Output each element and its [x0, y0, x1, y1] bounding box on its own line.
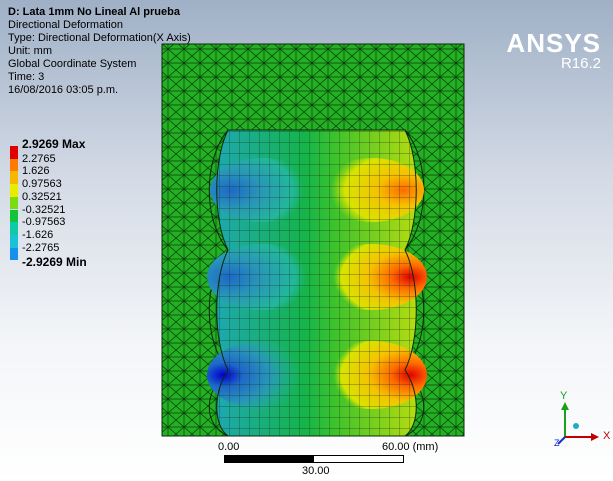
result-name: Directional Deformation: [8, 19, 123, 31]
legend-label: -2.9269 Min: [22, 255, 87, 270]
legend-swatch: [10, 222, 18, 235]
legend-label: 0.32521: [22, 190, 62, 203]
legend-swatch: [10, 171, 18, 185]
legend-swatch: [10, 209, 18, 223]
coordinate-triad: [557, 402, 599, 445]
legend-swatch: [10, 234, 18, 248]
legend-label: -1.626: [22, 228, 54, 241]
result-date: 16/08/2016 03:05 p.m.: [8, 84, 119, 96]
can-body: [207, 129, 427, 437]
legend-swatch: [10, 184, 18, 197]
legend-swatch: [10, 146, 18, 159]
result-unit: Unit: mm: [8, 45, 52, 57]
legend-label: 2.9269 Max: [22, 137, 86, 151]
ansys-logo: ANSYS R16.2: [506, 30, 601, 72]
legend-label: 0.97563: [22, 178, 62, 191]
result-type: Type: Directional Deformation(X Axis): [8, 32, 191, 44]
result-time: Time: 3: [8, 71, 45, 83]
legend-label: -0.97563: [22, 216, 66, 229]
legend-swatch: [10, 247, 18, 261]
coordinate-system: Global Coordinate System: [8, 58, 137, 70]
legend-label: 1.626: [22, 165, 50, 178]
result-info: D: Lata 1mm No Lineal Al prueba Directio…: [8, 6, 191, 97]
logo-version: R16.2: [560, 55, 601, 72]
legend-label: -0.32521: [22, 203, 66, 216]
legend-swatch: [10, 196, 18, 210]
legend-label: 2.2765: [22, 152, 56, 165]
legend-label: -2.2765: [22, 241, 60, 254]
logo-brand: ANSYS: [506, 28, 601, 58]
legend-swatch: [10, 158, 18, 172]
analysis-title: D: Lata 1mm No Lineal Al prueba: [8, 6, 180, 18]
